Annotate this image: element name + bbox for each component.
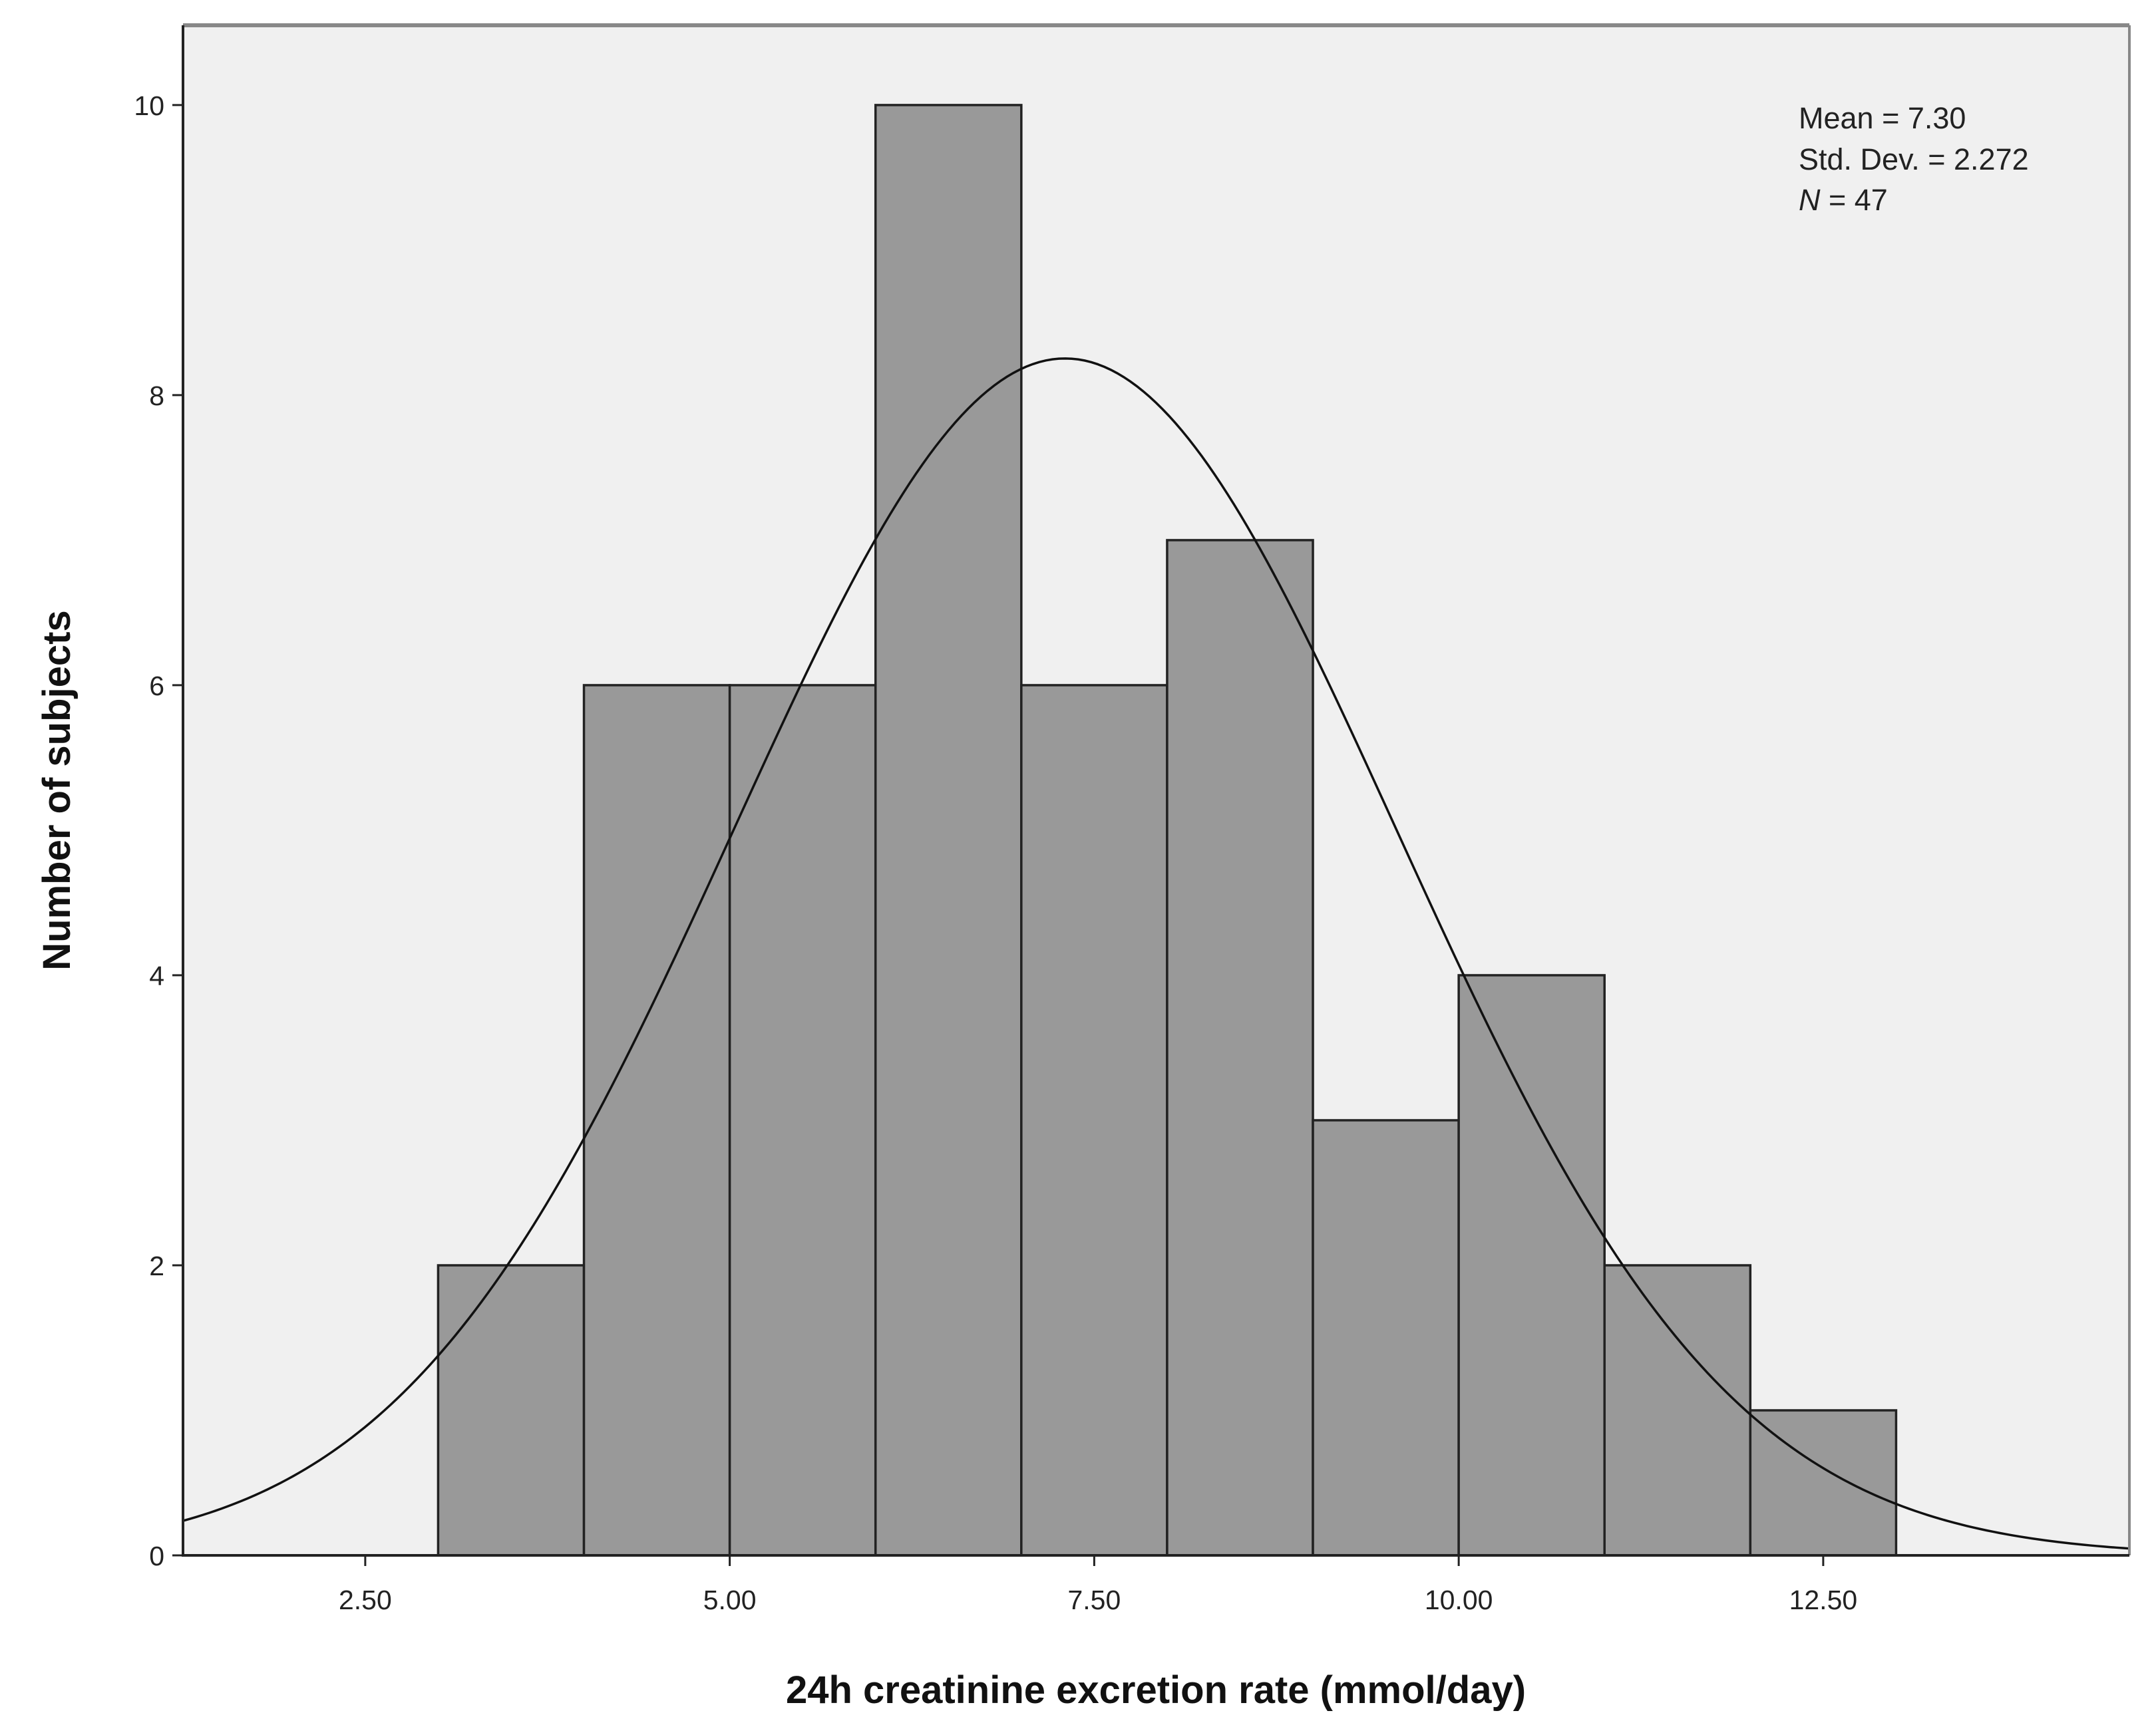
histogram-bars (437, 104, 1898, 1557)
bar-6-7 (874, 104, 1023, 1557)
x-axis: 2.50 5.00 7.50 10.00 12.50 (339, 1555, 1857, 1615)
bar-9-10 (1312, 1119, 1460, 1557)
bar-8-9 (1166, 539, 1314, 1557)
normal-curve (182, 357, 2130, 1550)
bar-3-4 (437, 1264, 586, 1557)
x-axis-title: 24h creatinine excretion rate (mmol/day) (786, 1668, 1526, 1712)
stats-std-dev: Std. Dev. = 2.272 (1799, 142, 2029, 176)
bar-7-8 (1020, 684, 1168, 1557)
stats-n-symbol: N (1799, 183, 1821, 217)
bar-10-11 (1457, 974, 1606, 1557)
bar-11-12 (1603, 1264, 1752, 1557)
x-tick-label: 7.50 (1067, 1585, 1121, 1615)
x-tick-label: 2.50 (339, 1585, 392, 1615)
y-tick-label: 2 (149, 1251, 164, 1281)
y-tick-label: 8 (149, 381, 164, 411)
bar-4-5 (582, 684, 731, 1557)
x-tick-label: 12.50 (1789, 1585, 1858, 1615)
y-axis: 0 2 4 6 8 10 (134, 90, 183, 1571)
y-tick-label: 10 (134, 90, 164, 121)
y-tick-label: 6 (149, 671, 164, 701)
x-tick-label: 10.00 (1425, 1585, 1493, 1615)
y-axis-title: Number of subjects (35, 610, 79, 970)
stats-mean: Mean = 7.30 (1799, 101, 1966, 135)
stats-n: N = 47 (1799, 183, 1888, 217)
plot-frame (182, 23, 2131, 1557)
stats-n-value: = 47 (1821, 183, 1888, 217)
x-tick-label: 5.00 (703, 1585, 757, 1615)
y-tick-label: 0 (149, 1541, 164, 1571)
stats-box: Mean = 7.30 Std. Dev. = 2.272 N = 47 (1799, 101, 2029, 217)
y-tick-label: 4 (149, 961, 164, 991)
bar-5-6 (728, 684, 877, 1557)
